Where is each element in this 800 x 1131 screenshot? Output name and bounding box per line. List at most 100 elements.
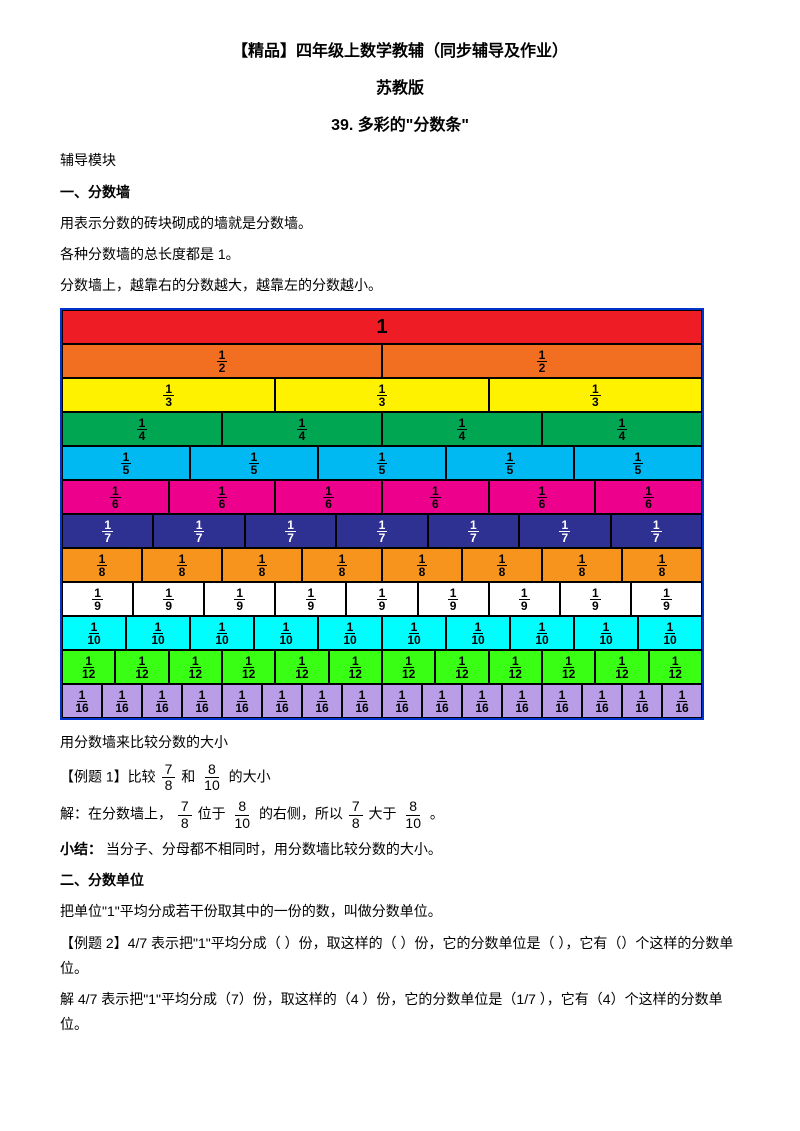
wall-cell: 18 [302,548,382,582]
wall-cell: 112 [62,650,115,684]
wall-cell: 116 [262,684,302,718]
sol1-b: 位于 [198,806,226,822]
wall-cell: 1 [62,310,702,344]
wall-cell: 16 [595,480,702,514]
summary-text: 当分子、分母都不相同时，用分数墙比较分数的大小。 [106,841,442,857]
wall-cell: 112 [489,650,542,684]
wall-cell: 112 [595,650,648,684]
wall-cell: 116 [62,684,102,718]
example-1: 【例题 1】比较 78 和 810 的大小 [60,762,740,794]
ex1-label: 【例题 1】比较 [60,768,156,784]
intro-p2: 各种分数墙的总长度都是 1。 [60,242,740,267]
wall-cell: 19 [346,582,417,616]
wall-cell: 116 [102,684,142,718]
wall-cell: 110 [190,616,254,650]
wall-row: 1 [62,310,702,344]
wall-cell: 116 [182,684,222,718]
wall-cell: 18 [622,548,702,582]
wall-row: 131313 [62,378,702,412]
wall-cell: 14 [542,412,702,446]
wall-cell: 110 [574,616,638,650]
wall-cell: 17 [245,514,336,548]
wall-cell: 15 [574,446,702,480]
fraction-8-10-c: 810 [402,799,424,831]
wall-row: 110110110110110110110110110110 [62,616,702,650]
wall-cell: 112 [169,650,222,684]
wall-cell: 18 [222,548,302,582]
wall-cell: 110 [254,616,318,650]
wall-cell: 116 [222,684,262,718]
wall-cell: 17 [153,514,244,548]
fraction-7-8-c: 78 [349,799,363,831]
wall-cell: 13 [62,378,275,412]
wall-cell: 110 [510,616,574,650]
fraction-7-8: 78 [162,762,176,794]
solution-2: 解 4/7 表示把"1"平均分成（7）份，取这样的（4 ）份，它的分数单位是（1… [60,987,740,1037]
wall-row: 1515151515 [62,446,702,480]
ex1-and: 和 [181,768,195,784]
wall-cell: 14 [382,412,542,446]
title-main: 【精品】四年级上数学教辅（同步辅导及作业） [60,38,740,67]
wall-row: 1212 [62,344,702,378]
wall-cell: 17 [519,514,610,548]
wall-cell: 19 [631,582,702,616]
fraction-8-10-b: 810 [231,799,253,831]
sol1-e: 。 [430,806,444,822]
wall-cell: 116 [462,684,502,718]
wall-cell: 17 [428,514,519,548]
fraction-wall: 1121213131314141414151515151516161616161… [60,308,704,720]
heading-fraction-unit: 二、分数单位 [60,868,740,893]
wall-cell: 110 [318,616,382,650]
wall-cell: 17 [611,514,702,548]
wall-cell: 19 [275,582,346,616]
unit-def: 把单位"1"平均分成若干份取其中的一份的数，叫做分数单位。 [60,899,740,924]
wall-row: 14141414 [62,412,702,446]
wall-cell: 116 [342,684,382,718]
sol1-a: 解：在分数墙上， [60,806,172,822]
sol1-d: 大于 [369,806,397,822]
wall-cell: 13 [489,378,702,412]
intro-p1: 用表示分数的砖块砌成的墙就是分数墙。 [60,211,740,236]
example-2: 【例题 2】4/7 表示把"1"平均分成（ ）份，取这样的（ ）份，它的分数单位… [60,931,740,981]
wall-cell: 110 [382,616,446,650]
wall-cell: 112 [435,650,488,684]
wall-cell: 112 [275,650,328,684]
wall-cell: 19 [560,582,631,616]
wall-cell: 19 [204,582,275,616]
summary-label: 小结： [60,841,102,857]
wall-row: 191919191919191919 [62,582,702,616]
wall-cell: 19 [62,582,133,616]
wall-cell: 16 [382,480,489,514]
wall-cell: 16 [489,480,596,514]
wall-cell: 112 [649,650,702,684]
wall-cell: 116 [662,684,702,718]
sol1-c: 的右侧，所以 [259,806,343,822]
wall-cell: 116 [502,684,542,718]
title-lesson: 39. 多彩的"分数条" [60,112,740,141]
wall-cell: 116 [582,684,622,718]
intro-p3: 分数墙上，越靠右的分数越大，越靠左的分数越小。 [60,273,740,298]
wall-cell: 18 [462,548,542,582]
wall-cell: 116 [382,684,422,718]
wall-cell: 110 [62,616,126,650]
wall-cell: 16 [169,480,276,514]
after-p1: 用分数墙来比较分数的大小 [60,730,740,755]
wall-cell: 18 [542,548,622,582]
wall-cell: 14 [222,412,382,446]
wall-cell: 116 [142,684,182,718]
wall-cell: 17 [62,514,153,548]
wall-row: 161616161616 [62,480,702,514]
summary-line: 小结： 当分子、分母都不相同时，用分数墙比较分数的大小。 [60,837,740,862]
solution-1: 解：在分数墙上， 78 位于 810 的右侧，所以 78 大于 810 。 [60,799,740,831]
wall-cell: 15 [62,446,190,480]
wall-cell: 18 [382,548,462,582]
wall-row: 1161161161161161161161161161161161161161… [62,684,702,718]
wall-cell: 112 [542,650,595,684]
wall-cell: 112 [222,650,275,684]
fraction-8-10: 810 [201,762,223,794]
wall-cell: 110 [638,616,702,650]
wall-cell: 16 [275,480,382,514]
wall-cell: 15 [190,446,318,480]
title-publisher: 苏教版 [60,75,740,104]
fraction-7-8-b: 78 [178,799,192,831]
